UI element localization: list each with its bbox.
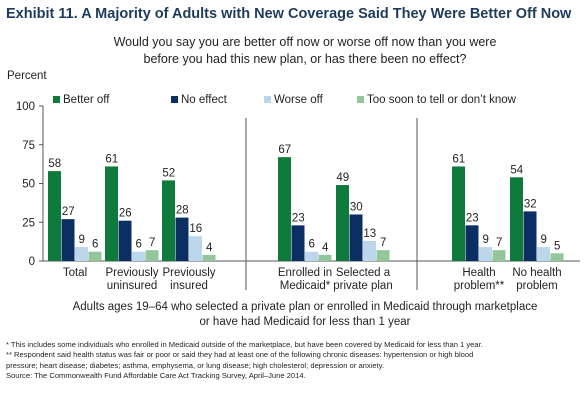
y-tick-label: 25 [22, 217, 35, 229]
subtitle-line-2: or have had Medicaid for less than 1 yea… [199, 316, 411, 328]
data-label: 52 [162, 167, 175, 179]
x-category-label: No health [512, 267, 561, 279]
data-label: 23 [292, 212, 305, 224]
question-line-2: before you had this new plan, or has the… [143, 52, 467, 66]
legend-label-worse-off: Worse off [274, 94, 324, 106]
bar-better-off-total [48, 171, 61, 261]
data-label: 6 [92, 239, 98, 251]
legend-swatch-too-soon-to-tell-or-don-t-know [357, 96, 364, 103]
data-label: 7 [380, 237, 386, 249]
bar-worse-off-no-health-problem [537, 247, 550, 261]
x-category-label: private plan [333, 280, 392, 292]
bar-too-soon-to-tell-or-don-t-know-previously-uninsured [145, 250, 159, 261]
data-label: 49 [336, 172, 349, 184]
data-label: 7 [496, 237, 502, 249]
bar-no-effect-health-problem [465, 225, 479, 261]
x-category-label: Previously [105, 267, 158, 279]
x-category-label: insured [170, 280, 208, 292]
bar-no-effect-previously-insured [175, 217, 189, 261]
x-category-label: Health [462, 267, 495, 279]
bar-better-off-health-problem [452, 166, 465, 261]
bar-too-soon-to-tell-or-don-t-know-previously-insured [202, 254, 216, 261]
question-line-1: Would you say you are better off now or … [113, 35, 497, 49]
survey-question: Would you say you are better off now or … [60, 34, 550, 68]
legend-swatch-no-effect [171, 96, 178, 103]
y-tick-label: 0 [29, 256, 35, 268]
y-axis-title: Percent [7, 70, 47, 82]
legend-swatch-better-off [53, 96, 60, 103]
data-label: 9 [79, 234, 85, 246]
y-tick-label: 50 [22, 179, 35, 191]
bar-chart: Better off No effect Worse off Too soon to … [16, 94, 580, 292]
bar-worse-off-health-problem [479, 247, 492, 261]
data-label: 30 [350, 202, 363, 214]
footnote-source: Source: The Commonwealth Fund Affordable… [6, 370, 306, 380]
bar-better-off-selected-a-private-plan [336, 185, 349, 261]
bar-worse-off-previously-insured [189, 236, 202, 261]
x-category-label: Medicaid* [280, 280, 331, 292]
bar-better-off-no-health-problem [510, 177, 523, 261]
bar-better-off-previously-uninsured [105, 166, 118, 261]
data-label: 7 [149, 237, 155, 249]
x-category-label: Previously [162, 267, 215, 279]
footnote-health-problem-cont: pressure; heart disease; diabetes; asthm… [6, 360, 385, 370]
x-category-label: Enrolled in [278, 267, 332, 279]
legend-label-better-off: Better off [63, 94, 110, 106]
bar-no-effect-no-health-problem [523, 211, 537, 261]
data-label: 4 [206, 242, 213, 254]
footnote-medicaid: * This includes some individuals who enr… [6, 340, 483, 349]
data-label: 28 [176, 205, 189, 217]
legend-swatch-worse-off [264, 96, 271, 103]
bar-worse-off-enrolled-in-medicaid [305, 251, 318, 261]
legend-label-no-effect: No effect [181, 94, 228, 106]
data-label: 23 [466, 212, 479, 224]
bar-worse-off-total [75, 247, 88, 261]
data-label: 6 [136, 239, 142, 251]
bar-better-off-previously-insured [162, 180, 175, 261]
data-label: 5 [554, 240, 560, 252]
data-label: 58 [48, 158, 61, 170]
legend-label-too-soon-to-tell-or-don-t-know: Too soon to tell or don’t know [367, 94, 517, 106]
y-tick-label: 75 [22, 140, 35, 152]
bar-too-soon-to-tell-or-don-t-know-total [88, 251, 102, 261]
bar-no-effect-previously-uninsured [118, 220, 132, 261]
data-label: 6 [309, 239, 315, 251]
bar-worse-off-selected-a-private-plan [363, 240, 376, 261]
footnote-health-problem: ** Respondent said health status was fai… [6, 350, 474, 360]
data-label: 13 [363, 228, 376, 240]
chart-subtitle: Adults ages 19–64 who selected a private… [40, 300, 570, 330]
data-label: 26 [119, 208, 132, 220]
data-label: 27 [62, 206, 75, 218]
x-category-label: problem** [454, 280, 505, 292]
data-label: 67 [278, 144, 291, 156]
bar-no-effect-total [61, 219, 75, 261]
bar-no-effect-enrolled-in-medicaid [291, 225, 305, 261]
data-label: 9 [541, 234, 547, 246]
bar-better-off-enrolled-in-medicaid [278, 157, 291, 261]
x-category-label: problem [516, 280, 558, 292]
bar-too-soon-to-tell-or-don-t-know-no-health-problem [550, 253, 564, 261]
x-category-label: Total [63, 267, 87, 279]
exhibit-title: Exhibit 11. A Majority of Adults with Ne… [6, 6, 572, 22]
bar-no-effect-selected-a-private-plan [349, 214, 363, 261]
x-category-label: Selected a [336, 267, 391, 279]
y-tick-label: 100 [16, 101, 35, 113]
data-label: 4 [322, 242, 329, 254]
data-label: 16 [189, 223, 202, 235]
bar-worse-off-previously-uninsured [132, 251, 145, 261]
bar-too-soon-to-tell-or-don-t-know-selected-a-private-plan [376, 250, 390, 261]
data-label: 61 [105, 153, 118, 165]
footnotes: * This includes some individuals who enr… [6, 340, 584, 381]
data-label: 9 [483, 234, 489, 246]
data-label: 32 [524, 198, 537, 210]
x-category-label: uninsured [107, 280, 158, 292]
data-label: 54 [510, 164, 523, 176]
subtitle-line-1: Adults ages 19–64 who selected a private… [72, 301, 538, 313]
bar-too-soon-to-tell-or-don-t-know-enrolled-in-medicaid [318, 254, 332, 261]
bar-too-soon-to-tell-or-don-t-know-health-problem [492, 250, 506, 261]
data-label: 61 [452, 153, 465, 165]
